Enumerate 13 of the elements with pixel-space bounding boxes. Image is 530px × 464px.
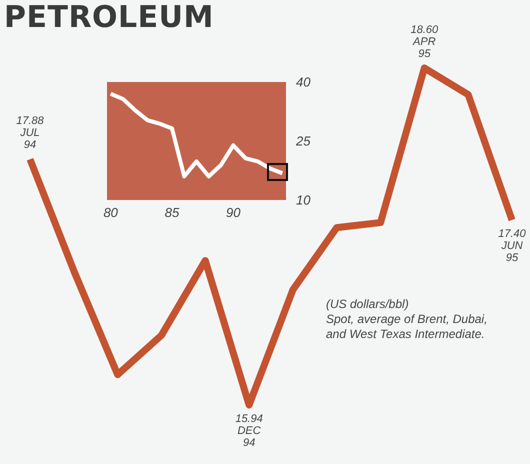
y-tick-label: 40 — [296, 74, 312, 90]
annotation: Spot, average of Brent, Dubai, and West Texas Intermediate. — [326, 312, 488, 342]
data-label: 17.40 JUN 95 — [498, 228, 527, 264]
x-tick-label: 80 — [103, 205, 119, 220]
x-tick-label: 85 — [164, 205, 180, 220]
annotation: (US dollars/bbl) — [326, 297, 410, 312]
y-tick-label: 10 — [296, 192, 312, 208]
y-tick-label: 25 — [295, 134, 312, 148]
chart-title: PETROLEUM — [4, 0, 214, 35]
data-label: 18.60 APR 95 — [410, 24, 440, 60]
data-label: 15.94 DEC 94 — [235, 413, 263, 449]
x-tick-label: 90 — [226, 205, 242, 220]
data-label: 17.88 JUL 94 — [16, 115, 45, 152]
